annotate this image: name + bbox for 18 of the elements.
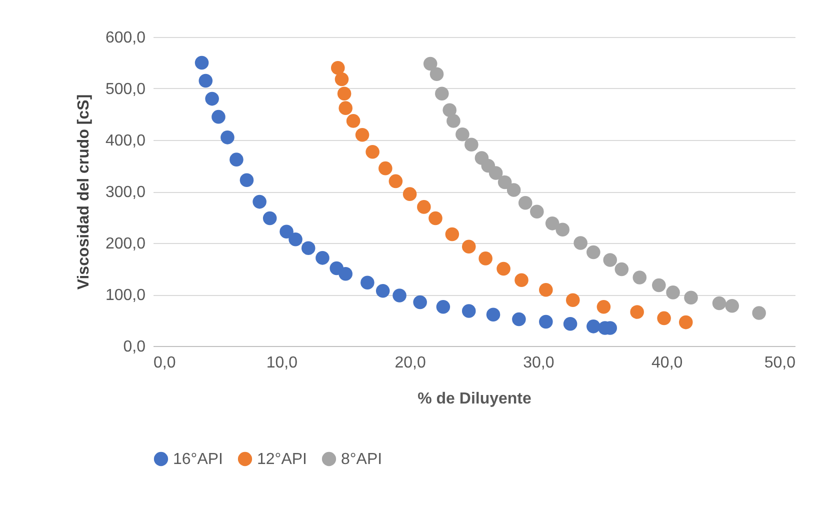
legend-label: 8°API [341, 451, 382, 468]
x-tick-label: 0,0 [154, 354, 176, 372]
y-tick-label: 200,0 [105, 236, 146, 252]
x-tick-label: 30,0 [523, 354, 554, 372]
x-axis-title: % de Diluyente [418, 390, 532, 408]
x-tick-label: 50,0 [764, 354, 796, 372]
legend-label: 16°API [173, 451, 223, 468]
x-tick-label: 20,0 [394, 354, 426, 372]
y-tick-label: 0,0 [123, 338, 146, 356]
y-tick-label: 600,0 [105, 30, 146, 46]
y-tick-label: 300,0 [105, 184, 146, 201]
x-tick-label: 40,0 [652, 354, 683, 372]
y-tick-label: 400,0 [105, 132, 146, 150]
y-axis-title: Viscosidad del crudo [cS] [75, 94, 92, 290]
legend-label: 12°API [257, 451, 307, 468]
x-tick-label: 10,0 [266, 354, 298, 372]
y-tick-label: 500,0 [105, 81, 146, 98]
y-tick-label: 100,0 [105, 287, 146, 304]
